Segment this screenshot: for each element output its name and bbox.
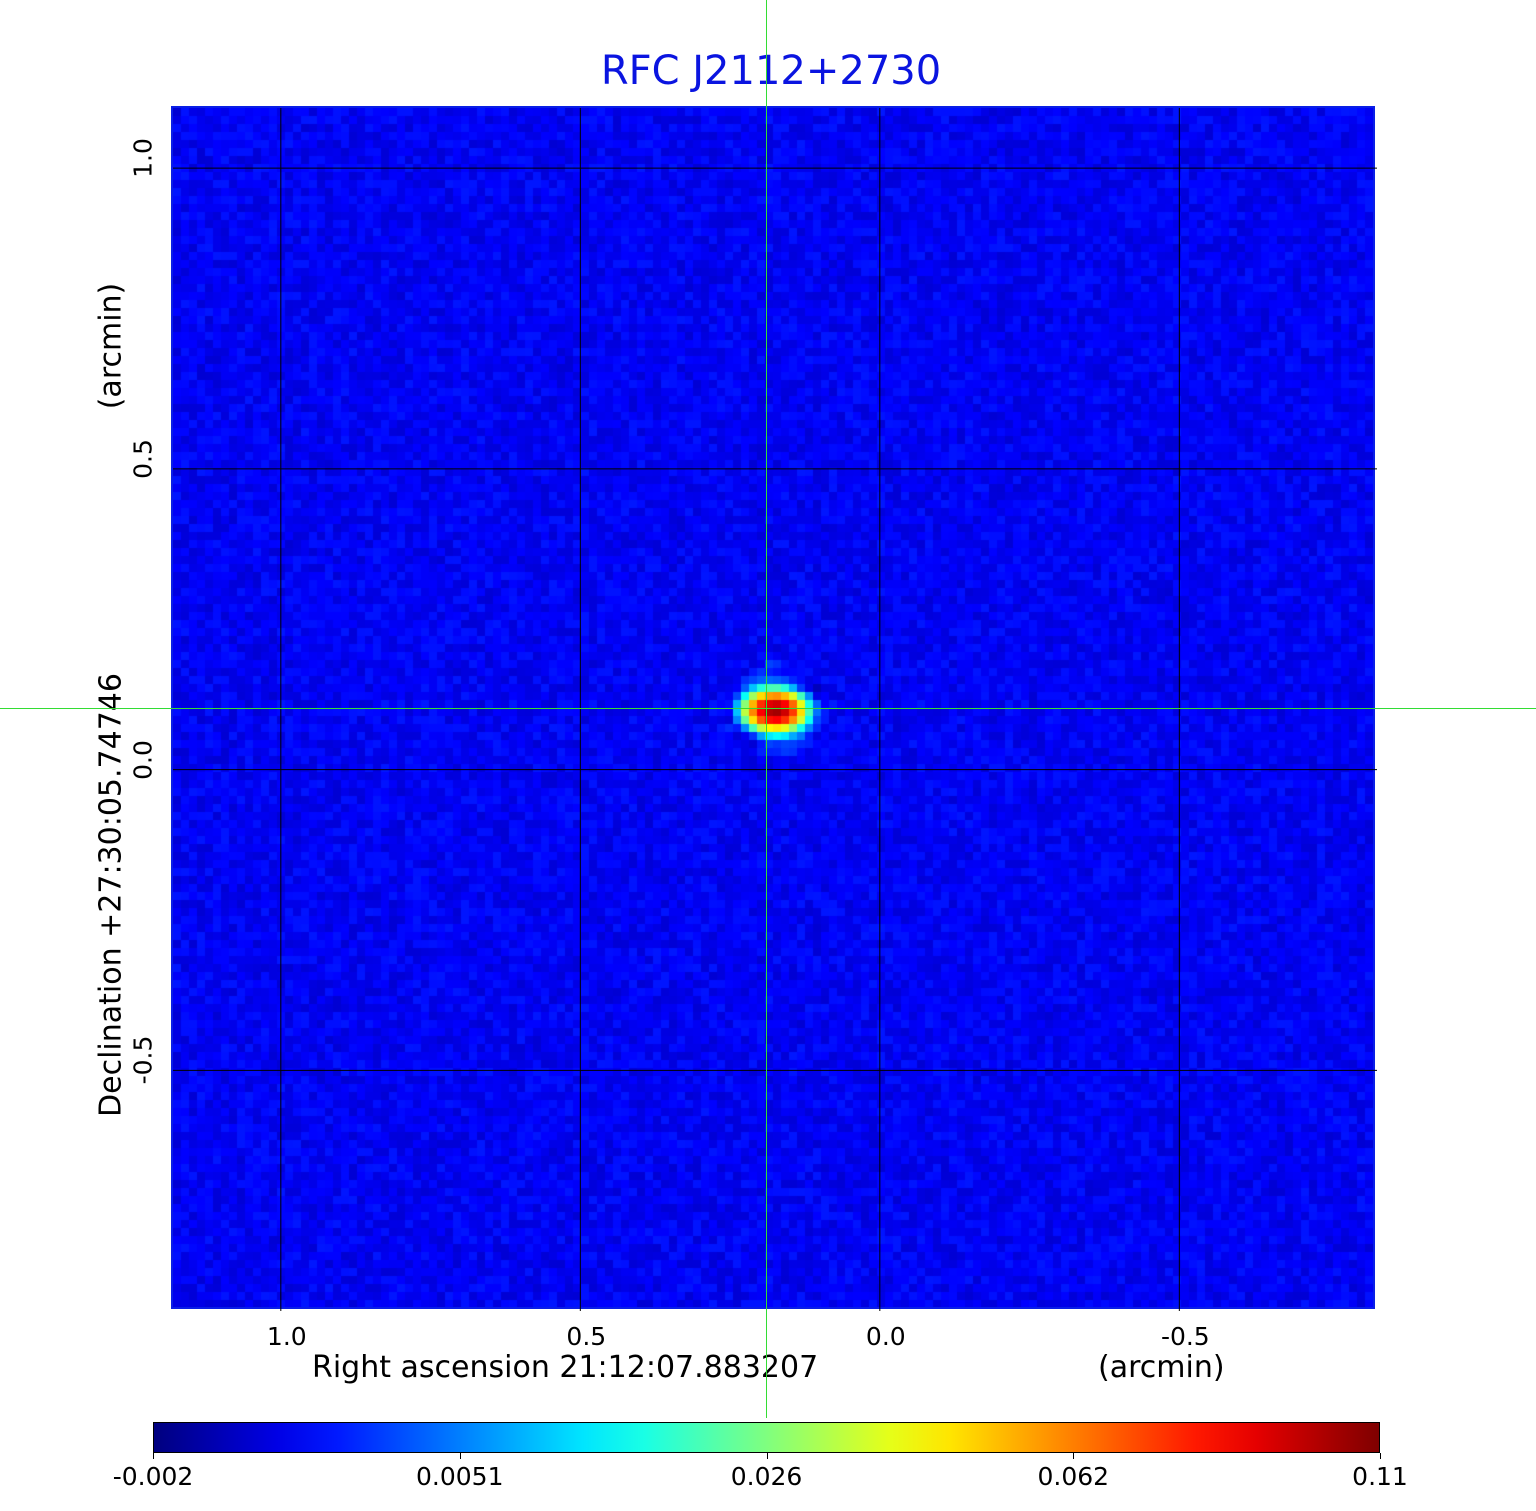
radio-image <box>173 108 1373 1307</box>
y-tick-label: 0.0 <box>128 739 158 780</box>
grid-overlay <box>173 108 1377 1311</box>
colorbar-tick-label: 0.0051 <box>416 1462 504 1491</box>
colorbar-tick <box>1380 1453 1381 1459</box>
y-axis-unit: (arcmin) <box>93 282 129 410</box>
y-axis-label: Declination +27:30:05.74746 <box>93 673 129 1117</box>
x-tick-label: 1.0 <box>266 1322 307 1351</box>
colorbar-tick-label: 0.026 <box>730 1462 803 1491</box>
x-tick-label: 0.0 <box>865 1322 906 1351</box>
colorbar-tick <box>766 1453 768 1459</box>
crosshair-vertical <box>766 0 767 1418</box>
image-plot-area[interactable] <box>171 106 1377 1311</box>
y-tick-label: 1.0 <box>128 138 158 179</box>
x-axis-unit: (arcmin) <box>1098 1350 1225 1385</box>
crosshair-horizontal <box>0 708 1536 709</box>
colorbar-tick <box>1073 1453 1075 1459</box>
y-tick-label: -0.5 <box>128 1036 158 1085</box>
colorbar-tick-label: 0.11 <box>1352 1462 1408 1491</box>
colorbar-tick <box>153 1453 154 1459</box>
colorbar-tick <box>459 1453 461 1459</box>
chart-title: RFC J2112+2730 <box>600 48 942 94</box>
x-tick-label: -0.5 <box>1160 1322 1210 1351</box>
colorbar-tick-label: -0.002 <box>112 1462 194 1491</box>
colorbar <box>153 1422 1380 1453</box>
x-tick-label: 0.5 <box>566 1322 607 1351</box>
colorbar-tick-label: 0.062 <box>1037 1462 1110 1491</box>
x-axis-label: Right ascension 21:12:07.883207 <box>312 1350 819 1385</box>
y-tick-label: 0.5 <box>128 439 158 479</box>
